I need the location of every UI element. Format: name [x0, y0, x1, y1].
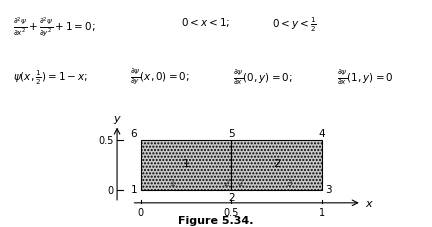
Text: 1: 1	[170, 178, 176, 187]
Bar	[141, 140, 231, 190]
Text: 4: 4	[318, 128, 325, 138]
Text: 6: 6	[130, 128, 137, 138]
Text: 3: 3	[286, 178, 292, 187]
Text: 0.5: 0.5	[224, 207, 239, 217]
Text: 3: 3	[325, 184, 332, 194]
Text: 1: 1	[130, 184, 137, 194]
Text: y: y	[114, 113, 121, 123]
Text: $\frac{\partial^2\psi}{\partial x^2} + \frac{\partial^2\psi}{\partial y^2} + 1 =: $\frac{\partial^2\psi}{\partial x^2} + \…	[13, 16, 95, 39]
Text: 2: 2	[273, 158, 280, 168]
Text: 1: 1	[319, 207, 325, 217]
Text: 1: 1	[182, 158, 190, 168]
Text: 5: 5	[228, 128, 235, 138]
Bar	[231, 140, 322, 190]
Text: $\psi(x, \frac{1}{2}) = 1 - x;$: $\psi(x, \frac{1}{2}) = 1 - x;$	[13, 68, 88, 86]
Text: $\frac{\partial\psi}{\partial y}(x, 0) = 0;$: $\frac{\partial\psi}{\partial y}(x, 0) =…	[130, 68, 189, 87]
Text: $0 < x < 1;$: $0 < x < 1;$	[181, 16, 231, 29]
Text: 0.5: 0.5	[98, 135, 114, 145]
Text: Figure 5.34.: Figure 5.34.	[178, 215, 254, 225]
Text: $\frac{\partial\psi}{\partial x}(1, y) = 0$: $\frac{\partial\psi}{\partial x}(1, y) =…	[337, 68, 394, 86]
Text: x: x	[365, 198, 372, 208]
Text: $0 < y < \frac{1}{2}$: $0 < y < \frac{1}{2}$	[272, 16, 317, 34]
Text: 2: 2	[228, 192, 235, 202]
Text: 0: 0	[107, 185, 114, 195]
Text: 2: 2	[238, 178, 243, 187]
Text: $\frac{\partial\psi}{\partial x}(0, y) = 0;$: $\frac{\partial\psi}{\partial x}(0, y) =…	[233, 68, 293, 86]
Text: 2: 2	[223, 178, 229, 187]
Text: 0: 0	[137, 207, 144, 217]
